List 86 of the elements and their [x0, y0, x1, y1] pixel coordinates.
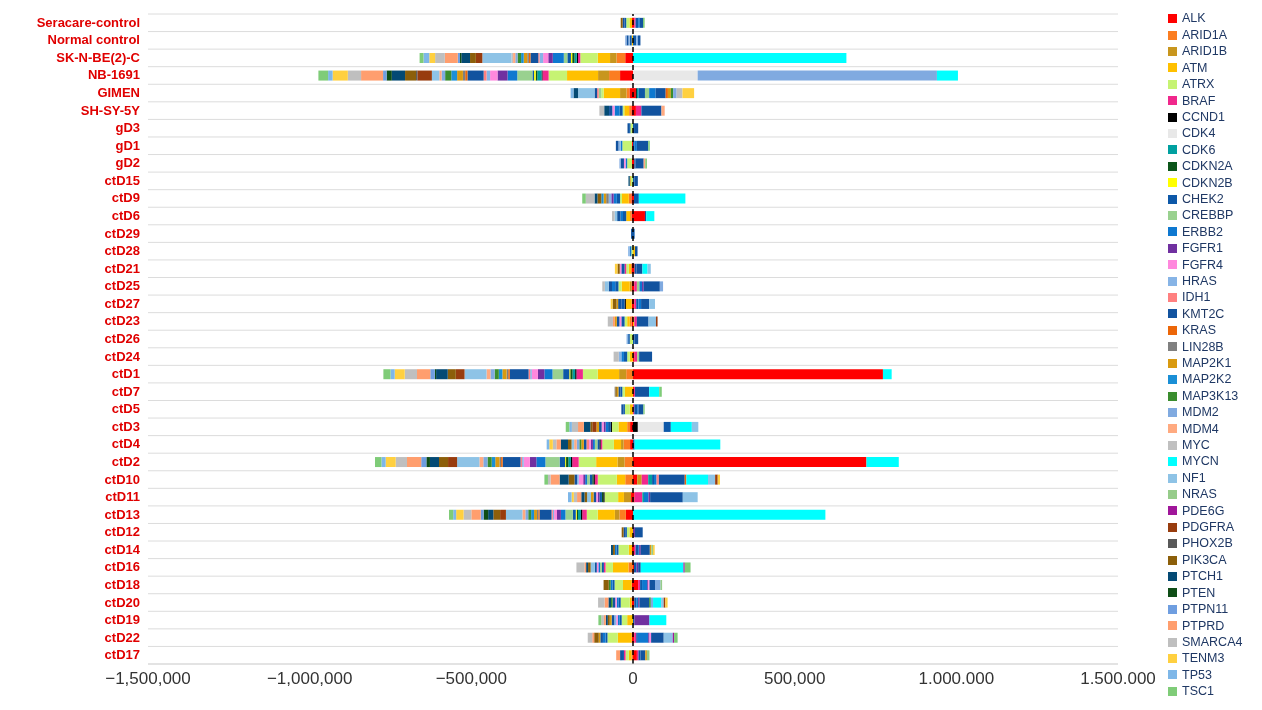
legend-label: MYC	[1182, 437, 1210, 454]
x-tick-label: 1.000.000	[918, 669, 995, 689]
legend-label: PDGFRA	[1182, 519, 1235, 536]
legend-label: CREBBP	[1182, 207, 1234, 224]
legend-label: KMT2C	[1182, 305, 1225, 323]
legend-label: PTPN11	[1182, 601, 1229, 618]
y-tick-label: ctD14	[104, 541, 141, 557]
y-tick-label: ctD2	[111, 453, 140, 469]
legend-label: TP53	[1182, 666, 1212, 684]
legend-label: MYCN	[1182, 453, 1219, 470]
legend-label: IDH1	[1182, 289, 1211, 306]
legend-label: ERBB2	[1182, 223, 1223, 241]
y-tick-label: ctD13	[104, 506, 140, 522]
x-tick-label: 0	[628, 669, 638, 689]
legend-label: FGFR4	[1182, 256, 1223, 273]
y-tick-label: ctD29	[104, 225, 140, 241]
legend-label: NRAS	[1182, 486, 1217, 503]
x-tick-label: −1,000,000	[266, 669, 353, 689]
legend-label: MDM4	[1182, 420, 1219, 438]
legend-label: CDK4	[1182, 125, 1216, 142]
legend-label: PTEN	[1182, 584, 1216, 602]
y-tick-label: gD3	[115, 120, 140, 136]
legend-label: ARID1A	[1182, 26, 1228, 44]
legend-label: CDK6	[1182, 141, 1216, 159]
y-tick-label: SK-N-BE(2)-C	[56, 49, 141, 65]
y-tick-label: ctD3	[111, 418, 140, 434]
y-tick-label: ctD22	[104, 629, 140, 645]
y-tick-label: ctD9	[111, 190, 140, 206]
legend-label: PTCH1	[1182, 568, 1223, 585]
legend-label: HRAS	[1182, 272, 1217, 290]
legend-label: PHOX2B	[1182, 535, 1233, 552]
legend-label: ATM	[1182, 59, 1208, 77]
legend-label: FGFR1	[1182, 240, 1223, 257]
legend-label: PIK3CA	[1182, 551, 1227, 569]
y-tick-label: ctD12	[104, 524, 140, 540]
y-tick-label: gD2	[115, 155, 140, 171]
x-tick-label: −1,500,000	[105, 669, 191, 689]
legend-label: TENM3	[1182, 650, 1225, 667]
legend-label: CHEK2	[1182, 190, 1224, 208]
y-tick-label: ctD17	[104, 647, 140, 663]
x-tick-label: −500,000	[435, 669, 508, 689]
legend-label: ALK	[1182, 10, 1206, 27]
x-tick-label: 1.500.000	[1080, 669, 1156, 689]
legend-label: PTPRD	[1182, 617, 1225, 634]
legend-label: ARID1B	[1182, 43, 1228, 60]
y-tick-label: ctD18	[104, 576, 140, 592]
y-tick-label: ctD21	[104, 260, 140, 276]
y-tick-label: ctD16	[104, 559, 140, 575]
y-tick-label: SH-SY-5Y	[80, 102, 141, 118]
y-tick-label: gD1	[115, 137, 140, 153]
legend-label: MAP3K13	[1182, 387, 1239, 405]
x-tick-label: 500,000	[763, 669, 826, 689]
y-tick-label: ctD7	[111, 383, 140, 399]
legend-label: ATRX	[1182, 76, 1215, 93]
legend-label: NF1	[1182, 469, 1206, 487]
legend-label: LIN28B	[1182, 338, 1224, 355]
y-tick-label: ctD26	[104, 331, 140, 346]
y-tick-label: ctD11	[105, 489, 140, 505]
y-tick-label: GIMEN	[97, 85, 140, 101]
legend-label: KRAS	[1182, 322, 1217, 339]
y-tick-label: ctD24	[104, 348, 141, 364]
y-tick-label: ctD1	[111, 366, 140, 382]
legend-label: CCND1	[1182, 108, 1226, 126]
y-tick-label: ctD25	[104, 278, 140, 294]
y-tick-label: ctD28	[104, 243, 140, 259]
y-tick-label: ctD19	[104, 612, 140, 628]
legend-label: TSC1	[1182, 683, 1214, 700]
legend-label: MAP2K2	[1182, 371, 1232, 388]
y-tick-label: ctD4	[111, 436, 141, 452]
legend-label: MAP2K1	[1182, 355, 1232, 372]
legend-label: CDKN2A	[1182, 158, 1233, 175]
y-tick-label: ctD23	[104, 313, 140, 329]
y-tick-label: Seracare-control	[36, 14, 140, 30]
y-tick-label: ctD15	[104, 172, 140, 188]
y-tick-label: ctD6	[111, 208, 140, 224]
y-tick-label: NB-1691	[87, 67, 140, 83]
legend-label: PDE6G	[1182, 502, 1225, 520]
legend-label: CDKN2B	[1182, 174, 1233, 191]
y-tick-label: ctD10	[104, 471, 140, 487]
y-tick-label: Normal control	[47, 32, 140, 48]
legend-label: MDM2	[1182, 404, 1219, 421]
y-tick-label: ctD27	[104, 295, 140, 311]
legend-label: BRAF	[1182, 92, 1216, 109]
legend-label: SMARCA4	[1182, 633, 1243, 651]
y-tick-label: ctD20	[104, 594, 140, 610]
y-tick-label: ctD5	[111, 401, 140, 417]
